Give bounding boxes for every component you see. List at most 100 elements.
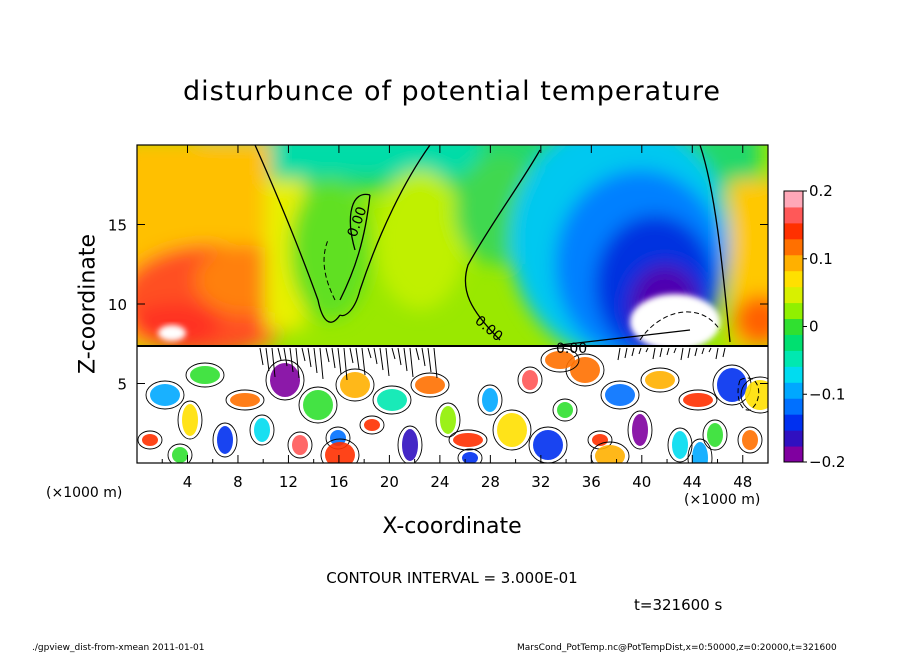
turbulent-blob	[557, 402, 573, 418]
turbulent-contour	[435, 402, 461, 438]
x-axis-label: X-coordinate	[382, 514, 522, 539]
turbulent-contour	[397, 425, 423, 463]
colorbar-swatch	[784, 191, 803, 208]
turbulent-blob	[462, 452, 478, 463]
turbulent-contour	[477, 384, 503, 416]
x-tick-label: 28	[481, 473, 500, 491]
turbulent-contour	[283, 347, 288, 367]
colorbar-swatch	[784, 222, 803, 240]
turbulent-blob	[745, 380, 768, 410]
turbulent-blob	[707, 423, 723, 447]
x-tick-label: 20	[380, 473, 399, 491]
turbulent-blob	[545, 351, 575, 369]
turbulent-blob	[303, 390, 333, 420]
colorbar-swatch	[784, 430, 803, 447]
turbulent-blob	[230, 393, 260, 407]
x-tick-label: 16	[329, 473, 348, 491]
turbulent-contour	[225, 389, 265, 411]
turbulent-contour	[680, 347, 684, 361]
turbulent-blob	[292, 435, 308, 455]
colorbar-swatch	[784, 270, 803, 288]
turbulent-blob	[182, 404, 198, 436]
colorbar-swatch	[784, 366, 803, 383]
contour-interval: CONTOUR INTERVAL = 3.000E-01	[326, 569, 578, 587]
turbulent-contour	[433, 347, 438, 379]
turbulent-blob	[325, 442, 355, 463]
turbulent-contour	[415, 347, 420, 361]
turbulent-contour	[701, 347, 705, 355]
turbulent-contour	[385, 347, 390, 377]
turbulent-contour	[379, 347, 384, 371]
colorbar-tick-label: 0	[809, 318, 819, 336]
turbulent-contour	[517, 366, 543, 394]
turbulent-contour	[337, 347, 342, 375]
colorbar-swatch	[784, 446, 803, 463]
footer-left: ./gpview_dist-from-xmean 2011-01-01	[32, 643, 205, 653]
turbulent-blob	[645, 371, 675, 389]
time-label: t=321600 s	[634, 596, 723, 614]
turbulent-contour	[331, 347, 336, 369]
turbulent-contour	[355, 347, 360, 370]
turbulent-blob	[692, 442, 708, 463]
turbulent-contour	[391, 347, 396, 360]
turbulent-blob	[364, 419, 380, 431]
turbulent-contour	[702, 419, 728, 451]
x-axis: 4 8 12 16 20 24 28 32 36 40 44 48	[161, 145, 752, 491]
turbulent-contour	[708, 347, 712, 353]
x-tick-label: 8	[233, 473, 243, 491]
y-axis: 5 10 15	[108, 217, 768, 394]
colorbar-swatch	[784, 334, 803, 351]
turbulent-contour	[540, 347, 580, 373]
x-tick-label: 44	[683, 473, 702, 491]
turbulent-contour	[687, 347, 691, 359]
turbulent-contour	[403, 347, 408, 372]
turbulent-contour	[600, 380, 640, 410]
turbulent-contour	[427, 347, 432, 373]
y-tick-label: 10	[108, 296, 127, 314]
colorbar-swatch	[784, 398, 803, 415]
turbulent-contour	[715, 347, 719, 360]
turbulent-contour	[367, 347, 372, 359]
turbulent-contour	[167, 443, 193, 463]
turbulent-blob	[330, 430, 346, 446]
turbulent-contour	[373, 347, 378, 365]
turbulent-contour	[410, 372, 450, 398]
turbulent-contour	[298, 386, 338, 424]
turbulent-contour	[359, 415, 385, 435]
colorbar-tick-label: −0.2	[809, 453, 845, 471]
turbulent-blob	[522, 370, 538, 390]
turbulent-blob	[190, 366, 220, 384]
turbulent-contour	[145, 380, 185, 410]
turbulent-contour	[137, 430, 163, 450]
turbulent-contour	[638, 347, 642, 355]
turbulent-blob	[453, 433, 483, 447]
turbulent-contour	[687, 438, 713, 463]
x-tick-label: 48	[733, 473, 752, 491]
colorbar-swatch	[784, 302, 803, 320]
turbulent-blob	[377, 389, 407, 411]
turbulent-blob	[497, 413, 527, 447]
colorbar-swatch	[784, 286, 803, 304]
x-tick-label: 32	[531, 473, 550, 491]
turbulent-contour	[249, 414, 275, 446]
turbulent-contour	[212, 422, 238, 458]
x-tick-label: 24	[430, 473, 449, 491]
turbulent-contour	[271, 347, 276, 378]
colorbar: −0.2 −0.1 0 0.1 0.2	[783, 182, 845, 471]
turbulent-contour	[325, 347, 330, 363]
x-unit-label-right: (×1000 m)	[684, 492, 761, 508]
turbulent-contour	[265, 347, 270, 372]
colorbar-swatch	[784, 350, 803, 367]
turbulent-layer	[137, 347, 768, 463]
colorbar-swatch	[784, 318, 803, 335]
turbulent-contour	[319, 347, 324, 380]
turbulent-contour	[259, 347, 264, 366]
x-tick-label: 12	[279, 473, 298, 491]
turbulent-blob	[142, 434, 158, 446]
turbulent-contour	[335, 368, 375, 402]
turbulent-contour	[565, 353, 605, 387]
turbulent-blob	[340, 372, 370, 398]
turbulent-blob	[533, 430, 563, 460]
turbulent-contour	[301, 347, 306, 362]
turbulent-blob	[570, 357, 600, 383]
